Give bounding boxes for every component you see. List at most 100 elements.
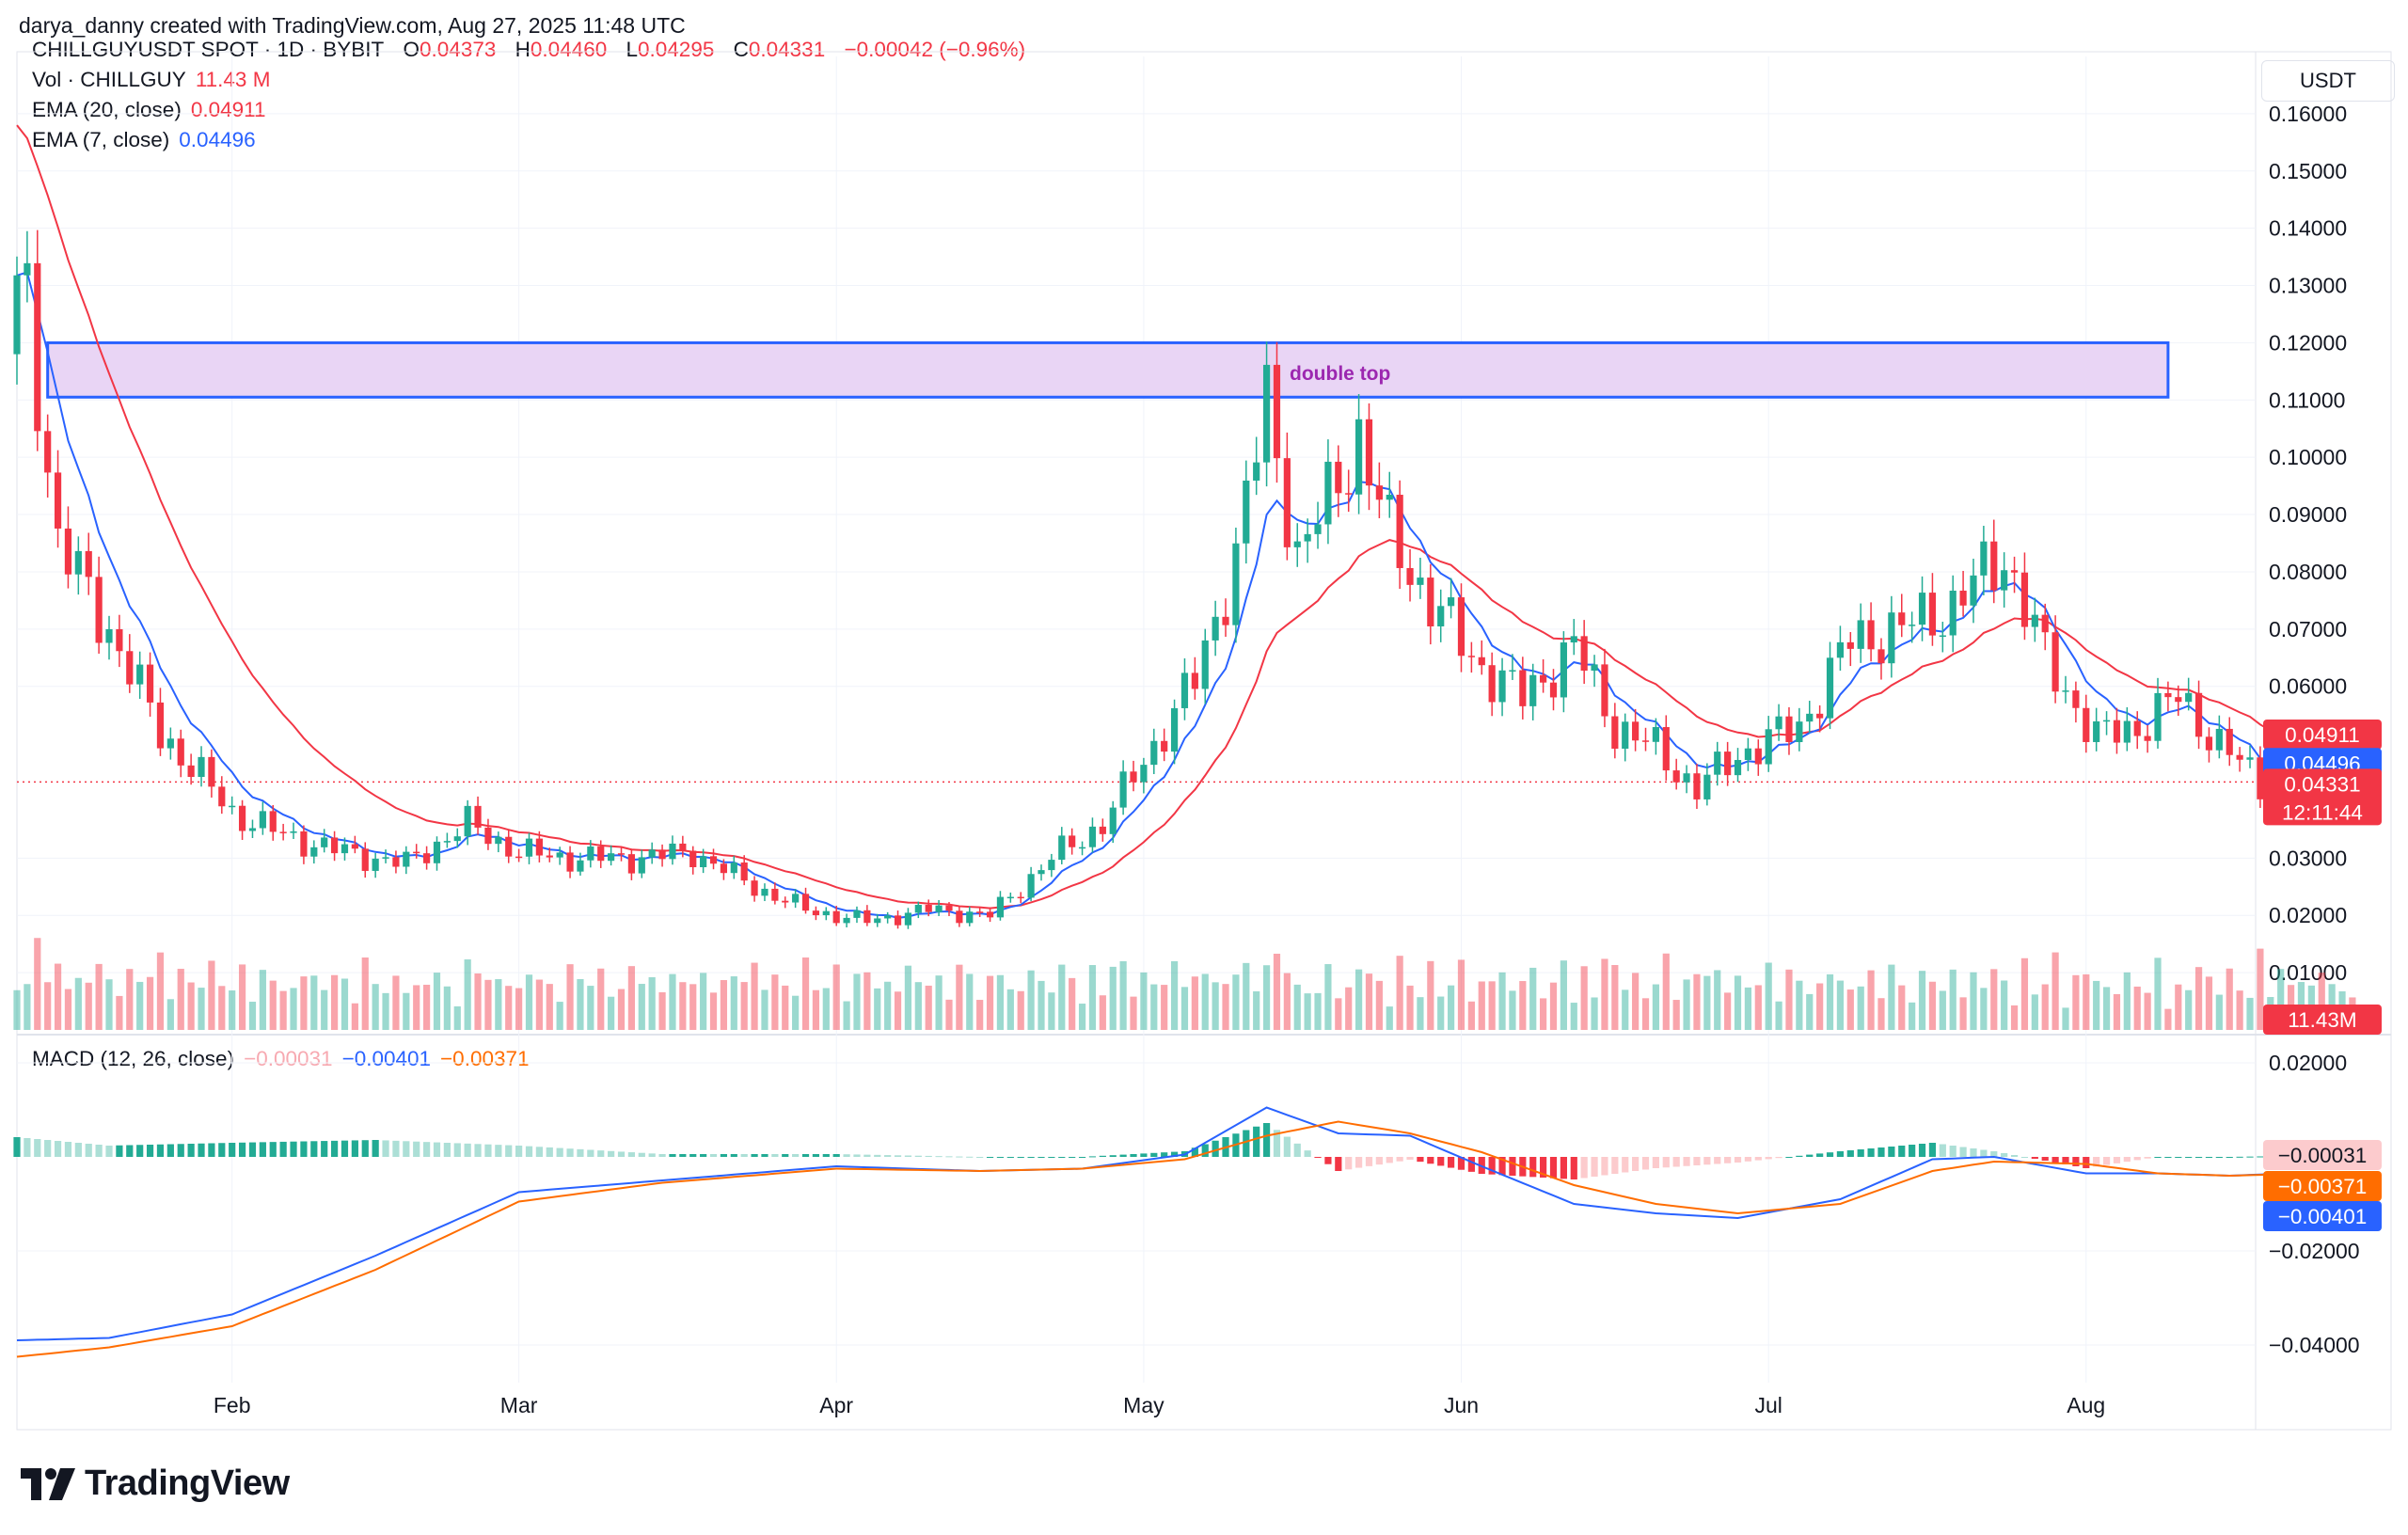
macd-hist-badge: −0.00031 xyxy=(2278,1144,2367,1167)
candle-body xyxy=(1467,656,1475,657)
macd-histogram-bar xyxy=(1775,1157,1782,1159)
volume-bar xyxy=(1488,981,1496,1030)
volume-bar xyxy=(1703,975,1711,1030)
candle-body xyxy=(976,911,984,913)
candle-body xyxy=(1888,612,1895,664)
candle-body xyxy=(658,849,666,860)
candle-body xyxy=(1119,771,1127,808)
macd-histogram-bar xyxy=(248,1142,257,1157)
volume-bar xyxy=(2041,984,2049,1030)
candle-body xyxy=(1806,713,1814,722)
candle-body xyxy=(126,651,134,685)
macd-signal-badge-bg xyxy=(2263,1171,2382,1201)
macd-histogram-bar xyxy=(1027,1157,1035,1158)
volume-bar xyxy=(1877,998,1885,1030)
macd-histogram-bar xyxy=(1928,1143,1937,1157)
candle-body xyxy=(1262,364,1271,463)
volume-bar xyxy=(310,975,318,1030)
volume-bar xyxy=(1918,971,1926,1030)
candle-body xyxy=(2083,707,2090,742)
symbol-name[interactable]: CHILLGUYUSDT SPOT · 1D · BYBIT xyxy=(32,38,385,61)
candle-body xyxy=(1099,826,1106,834)
volume-bar xyxy=(1099,995,1106,1030)
volume-bar xyxy=(372,984,379,1030)
volume-bar xyxy=(546,984,553,1030)
macd-histogram-bar xyxy=(54,1141,62,1157)
candle-body xyxy=(2215,728,2223,751)
price-tick-label: 0.12000 xyxy=(2269,330,2347,355)
macd-histogram-bar xyxy=(976,1157,984,1158)
macd-histogram-bar xyxy=(1622,1157,1629,1173)
currency-unit-button[interactable]: USDT xyxy=(2261,60,2395,102)
candle-body xyxy=(689,850,697,868)
volume-bar xyxy=(1909,1002,1916,1030)
candle-body xyxy=(229,805,236,808)
macd-histogram-bar xyxy=(351,1140,358,1157)
candle-body xyxy=(2164,692,2172,698)
macd-histogram-bar xyxy=(935,1156,943,1158)
candle-body xyxy=(587,847,594,861)
macd-histogram-bar xyxy=(1826,1152,1834,1157)
candle-body xyxy=(1744,748,1752,761)
macd-histogram-bar xyxy=(2001,1153,2008,1157)
macd-signal-value: −0.00371 xyxy=(440,1047,530,1070)
volume-bar xyxy=(1417,997,1424,1030)
volume-bar xyxy=(1898,985,1906,1030)
volume-bar xyxy=(679,982,687,1030)
volume-bar xyxy=(13,989,21,1030)
volume-bar xyxy=(2010,1005,2019,1030)
candle-body xyxy=(638,857,645,874)
macd-legend[interactable]: MACD (12, 26, close) −0.00031 −0.00401 −0.0… xyxy=(32,1047,530,1071)
candle-body xyxy=(1683,773,1690,783)
macd-histogram-bar xyxy=(392,1140,400,1157)
macd-line-value: −0.00401 xyxy=(341,1047,432,1070)
candle-body xyxy=(1652,727,1659,742)
macd-histogram-bar xyxy=(740,1154,748,1157)
macd-histogram-bar xyxy=(484,1144,492,1157)
candle-body xyxy=(863,910,871,924)
volume-bar xyxy=(1283,973,1291,1030)
volume-bar xyxy=(495,979,502,1030)
macd-histogram-bar xyxy=(1099,1155,1106,1157)
macd-histogram-bar xyxy=(1693,1157,1701,1165)
candle-body xyxy=(1580,636,1588,672)
macd-histogram-bar xyxy=(321,1141,328,1157)
volume-bar xyxy=(1354,969,1363,1030)
macd-histogram-bar xyxy=(372,1140,379,1157)
volume-bar xyxy=(1540,998,1547,1030)
volume-legend[interactable]: Vol · CHILLGUY 11.43 M xyxy=(32,68,270,92)
candle-body xyxy=(146,664,154,703)
macd-histogram-bar xyxy=(2205,1157,2213,1158)
volume-bar xyxy=(2062,1007,2069,1030)
macd-histogram-bar xyxy=(1949,1146,1956,1157)
macd-histogram-bar xyxy=(2215,1157,2223,1158)
ema7-legend[interactable]: EMA (7, close) 0.04496 xyxy=(32,128,256,152)
chart-frame xyxy=(16,51,2392,1431)
macd-histogram-bar xyxy=(925,1155,932,1157)
candle-body xyxy=(464,805,471,837)
volume-bar xyxy=(587,986,594,1030)
macd-histogram-bar xyxy=(720,1154,728,1157)
volume-bar xyxy=(116,995,123,1030)
volume-bar xyxy=(914,982,922,1030)
volume-bar xyxy=(1775,1001,1782,1030)
macd-histogram-bar xyxy=(1980,1149,1988,1157)
candle-body xyxy=(648,849,656,858)
volume-bar xyxy=(2102,987,2111,1030)
volume-bar xyxy=(976,1000,984,1030)
volume-bar xyxy=(1980,988,1988,1030)
candle-body xyxy=(1161,740,1168,752)
candle-body xyxy=(1509,670,1516,672)
macd-histogram-bar xyxy=(1580,1157,1588,1179)
ema20-legend[interactable]: EMA (20, close) 0.04911 xyxy=(32,98,265,122)
volume-bar xyxy=(208,960,215,1030)
macd-histogram-bar xyxy=(700,1154,707,1157)
volume-label: Vol · CHILLGUY xyxy=(32,68,186,91)
volume-bar xyxy=(617,989,626,1030)
macd-histogram-bar xyxy=(1375,1157,1383,1165)
macd-histogram-bar xyxy=(1273,1130,1281,1157)
volume-badge-bg xyxy=(2263,1005,2382,1035)
tradingview-logo[interactable]: TradingView xyxy=(21,1464,290,1504)
candle-body xyxy=(720,863,728,874)
